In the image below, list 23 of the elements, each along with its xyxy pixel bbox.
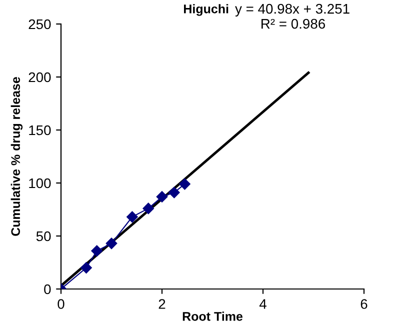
- point: [80, 262, 92, 274]
- point: [179, 178, 190, 190]
- point: [156, 191, 168, 202]
- annotation: R² = 0.986: [262, 18, 326, 29]
- x-tick-label: 6: [360, 299, 368, 309]
- y-tick-label: 150: [29, 125, 51, 136]
- y-tick-label: 100: [29, 178, 51, 188]
- x-tick-label: 0: [58, 299, 64, 309]
- x-tick-label: 2: [158, 299, 166, 309]
- y-tick-label: 0: [44, 284, 51, 294]
- point: [126, 211, 138, 223]
- text: y = 40.98x + 3.251: [235, 4, 350, 16]
- y-tick-label: 50: [36, 231, 51, 242]
- chart-title: Higuchi: [184, 4, 228, 16]
- point: [106, 238, 118, 250]
- point: [142, 202, 154, 214]
- point: [91, 245, 102, 256]
- x-axis-title: Root Time: [182, 312, 243, 321]
- y-tick-label: 250: [28, 19, 51, 30]
- point: [168, 186, 180, 198]
- x-tick-label: 4: [259, 299, 266, 309]
- y-tick-label: 200: [28, 72, 51, 82]
- y-axis-title: Cumulative % drug release: [10, 77, 23, 236]
